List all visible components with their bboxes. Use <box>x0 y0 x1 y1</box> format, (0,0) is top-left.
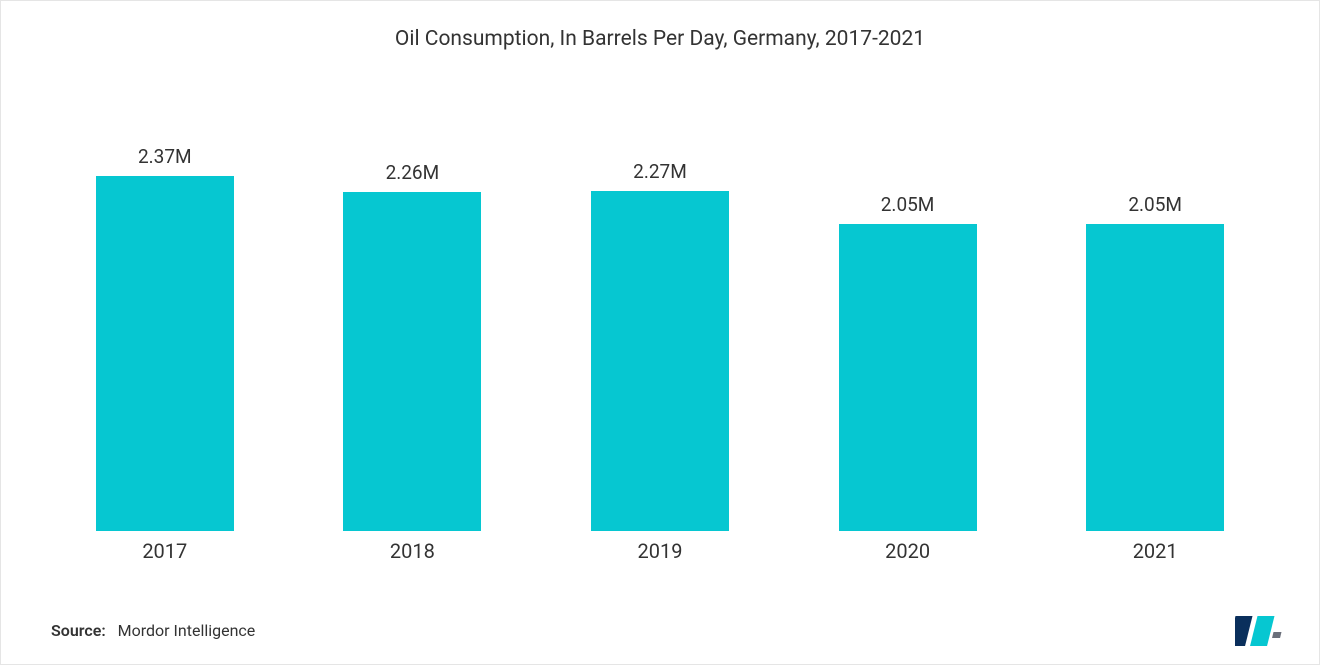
bar <box>839 224 977 532</box>
bar-group: 2.05M <box>1065 193 1245 532</box>
x-tick-label: 2019 <box>570 539 750 563</box>
x-tick-label: 2020 <box>818 539 998 563</box>
bar <box>343 192 481 531</box>
x-axis-labels: 2017 2018 2019 2020 2021 <box>41 539 1279 563</box>
bar-group: 2.05M <box>818 193 998 532</box>
bar <box>96 176 234 532</box>
bar-group: 2.26M <box>322 161 502 531</box>
bar-group: 2.27M <box>570 160 750 532</box>
bar-value-label: 2.27M <box>633 160 687 183</box>
bar-value-label: 2.37M <box>138 145 192 168</box>
chart-title: Oil Consumption, In Barrels Per Day, Ger… <box>1 1 1319 51</box>
bar <box>591 191 729 532</box>
bar-group: 2.37M <box>75 145 255 532</box>
source-value: Mordor Intelligence <box>118 621 256 640</box>
bar <box>1086 224 1224 532</box>
bar-value-label: 2.05M <box>881 193 935 216</box>
bar-value-label: 2.05M <box>1128 193 1182 216</box>
x-tick-label: 2017 <box>75 539 255 563</box>
x-tick-label: 2018 <box>322 539 502 563</box>
plot-area: 2.37M 2.26M 2.27M 2.05M 2.05M <box>41 111 1279 531</box>
source-line: Source: Mordor Intelligence <box>51 621 255 640</box>
source-label: Source: <box>51 621 106 640</box>
bar-value-label: 2.26M <box>386 161 440 184</box>
x-tick-label: 2021 <box>1065 539 1245 563</box>
brand-logo-icon <box>1235 610 1293 646</box>
chart-container: Oil Consumption, In Barrels Per Day, Ger… <box>0 0 1320 665</box>
